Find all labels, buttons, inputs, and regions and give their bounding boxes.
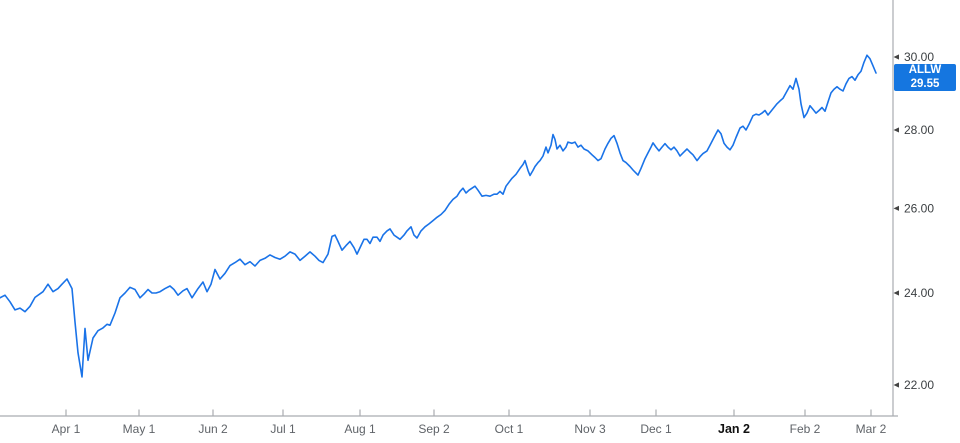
x-axis-label: Aug 1 bbox=[344, 422, 376, 436]
x-axis-label: May 1 bbox=[123, 422, 156, 436]
last-price-badge: ALLW 29.55 bbox=[894, 64, 956, 91]
price-line bbox=[0, 54, 877, 378]
y-axis-label: 30.00 bbox=[904, 50, 934, 64]
y-axis-label: 26.00 bbox=[904, 202, 934, 216]
y-axis-tick-marker bbox=[893, 290, 899, 296]
ticker-symbol: ALLW bbox=[908, 64, 942, 76]
y-axis-tick-marker bbox=[893, 127, 899, 133]
x-axis-label: Oct 1 bbox=[495, 422, 524, 436]
y-axis-label: 28.00 bbox=[904, 123, 934, 137]
last-price: 29.55 bbox=[910, 77, 940, 90]
x-axis-label: Mar 2 bbox=[856, 422, 887, 436]
x-axis-label: Jun 2 bbox=[198, 422, 228, 436]
y-axis-tick-marker bbox=[893, 54, 899, 60]
x-axis-label: Apr 1 bbox=[52, 422, 81, 436]
y-axis-label: 24.00 bbox=[904, 286, 934, 300]
x-axis-label: Jul 1 bbox=[270, 422, 296, 436]
x-axis-label: Nov 3 bbox=[574, 422, 606, 436]
x-axis-label: Sep 2 bbox=[418, 422, 450, 436]
x-axis-label: Jan 2 bbox=[718, 422, 750, 436]
x-axis-label: Dec 1 bbox=[640, 422, 672, 436]
y-axis-label: 22.00 bbox=[904, 378, 934, 392]
y-axis-tick-marker bbox=[893, 382, 899, 388]
x-axis-label: Feb 2 bbox=[790, 422, 821, 436]
y-axis-tick-marker bbox=[893, 205, 899, 211]
